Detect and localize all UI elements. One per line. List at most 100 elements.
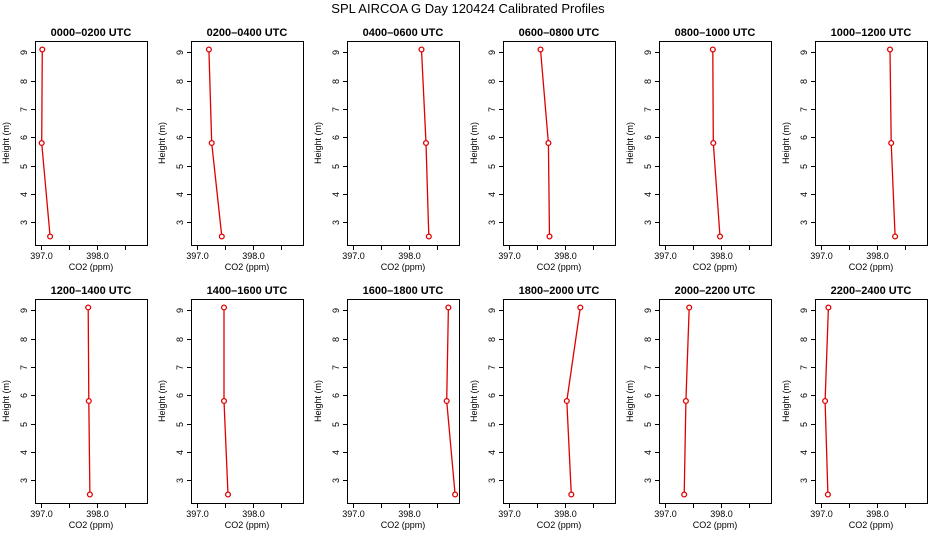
y-tick-label: 7 (799, 107, 809, 112)
panel-title: 0600–0800 UTC (519, 27, 600, 39)
y-tick-label: 8 (175, 79, 185, 84)
y-tick-label: 9 (331, 308, 341, 313)
data-point (568, 491, 575, 498)
y-tick-label: 9 (19, 50, 29, 55)
y-axis-label: Height (m) (1, 380, 11, 422)
y-tick-label: 8 (799, 79, 809, 84)
x-axis-label: CO2 (ppm) (225, 520, 270, 530)
y-tick-label: 6 (175, 135, 185, 140)
x-tick-label: 398.0 (398, 509, 421, 519)
y-tick-label: 8 (331, 337, 341, 342)
panel-title: 0800–1000 UTC (675, 27, 756, 39)
y-tick-label: 9 (799, 308, 809, 313)
data-point (39, 46, 46, 53)
y-tick-label: 5 (331, 164, 341, 169)
x-axis-label: CO2 (ppm) (693, 520, 738, 530)
y-tick-label: 8 (175, 337, 185, 342)
y-tick-label: 3 (175, 478, 185, 483)
x-axis-label: CO2 (ppm) (225, 262, 270, 272)
y-tick-label: 5 (487, 164, 497, 169)
panel-title: 0200–0400 UTC (207, 27, 288, 39)
x-axis-label: CO2 (ppm) (849, 520, 894, 530)
panel-title: 1000–1200 UTC (831, 27, 912, 39)
y-tick-label: 3 (487, 220, 497, 225)
y-tick-label: 8 (799, 337, 809, 342)
figure-title: SPL AIRCOA G Day 120424 Calibrated Profi… (331, 1, 605, 16)
y-tick-label: 5 (175, 164, 185, 169)
y-tick-label: 7 (487, 107, 497, 112)
profile-panel: 2000–2200 UTC 397.0 398.0 3 4 5 6 7 8 9 CO2 (ppm) H… (625, 285, 772, 530)
x-tick-label: 397.0 (654, 509, 677, 519)
profile-panel: 1400–1600 UTC 397.0 398.0 3 4 5 6 7 8 9 CO2 (ppm) H… (157, 285, 304, 530)
panel-title: 1800–2000 UTC (519, 285, 600, 297)
y-tick-label: 6 (175, 393, 185, 398)
x-axis-label: CO2 (ppm) (537, 520, 582, 530)
x-tick-label: 397.0 (342, 509, 365, 519)
data-point (686, 304, 693, 311)
y-tick-label: 7 (643, 107, 653, 112)
y-tick-label: 4 (799, 450, 809, 455)
x-tick-label: 397.0 (810, 251, 833, 261)
data-point (452, 491, 459, 498)
y-tick-label: 6 (643, 393, 653, 398)
data-point (681, 491, 688, 498)
y-tick-label: 6 (799, 393, 809, 398)
y-tick-label: 4 (643, 450, 653, 455)
x-tick-label: 397.0 (498, 509, 521, 519)
y-axis-label: Height (m) (313, 122, 323, 164)
plot-frame (347, 41, 460, 246)
y-tick-label: 9 (643, 308, 653, 313)
y-tick-label: 4 (19, 450, 29, 455)
x-axis-label: CO2 (ppm) (693, 262, 738, 272)
x-tick-label: 398.0 (242, 251, 265, 261)
y-tick-label: 7 (643, 365, 653, 370)
panel-title: 1400–1600 UTC (207, 285, 288, 297)
y-tick-label: 7 (487, 365, 497, 370)
profile-panel: 2200–2400 UTC 397.0 398.0 3 4 5 6 7 8 9 CO2 (ppm) H… (781, 285, 928, 530)
y-tick-label: 9 (175, 50, 185, 55)
x-tick-label: 398.0 (242, 509, 265, 519)
data-point (38, 139, 45, 147)
data-point (822, 397, 829, 405)
x-tick-label: 397.0 (342, 251, 365, 261)
plot-frame (815, 41, 928, 246)
panel-title: 1600–1800 UTC (363, 285, 444, 297)
y-tick-label: 7 (331, 365, 341, 370)
y-tick-label: 8 (487, 79, 497, 84)
plot-frame (191, 41, 304, 246)
y-tick-label: 3 (19, 478, 29, 483)
x-tick-label: 398.0 (554, 509, 577, 519)
x-tick-label: 398.0 (710, 251, 733, 261)
x-axis-label: CO2 (ppm) (381, 520, 426, 530)
plot-frame (35, 299, 148, 504)
y-tick-label: 9 (799, 50, 809, 55)
x-tick-label: 397.0 (186, 509, 209, 519)
y-tick-label: 4 (487, 450, 497, 455)
y-tick-label: 3 (331, 478, 341, 483)
y-tick-label: 4 (175, 450, 185, 455)
data-point (563, 397, 570, 405)
y-tick-label: 6 (331, 393, 341, 398)
y-axis-label: Height (m) (469, 380, 479, 422)
y-tick-label: 3 (331, 220, 341, 225)
profile-panel: 0800–1000 UTC 397.0 398.0 3 4 5 6 7 8 9 CO2 (ppm) H… (625, 27, 772, 272)
plot-frame (659, 41, 772, 246)
y-axis-label: Height (m) (469, 122, 479, 164)
y-tick-label: 6 (19, 135, 29, 140)
y-tick-label: 3 (487, 478, 497, 483)
profile-panel: 1600–1800 UTC 397.0 398.0 3 4 5 6 7 8 9 CO2 (ppm) H… (313, 285, 460, 530)
x-axis-label: CO2 (ppm) (69, 262, 114, 272)
data-point (577, 304, 584, 311)
y-tick-label: 3 (643, 220, 653, 225)
y-tick-label: 4 (331, 450, 341, 455)
y-tick-label: 5 (19, 422, 29, 427)
x-axis-label: CO2 (ppm) (849, 262, 894, 272)
profile-panel: 0200–0400 UTC 397.0 398.0 3 4 5 6 7 8 9 CO2 (ppm) H… (157, 27, 304, 272)
panel-title: 0400–0600 UTC (363, 27, 444, 39)
x-tick-label: 398.0 (86, 251, 109, 261)
x-tick-label: 397.0 (186, 251, 209, 261)
y-tick-label: 6 (487, 393, 497, 398)
y-axis-label: Height (m) (781, 122, 791, 164)
data-point (716, 233, 724, 240)
